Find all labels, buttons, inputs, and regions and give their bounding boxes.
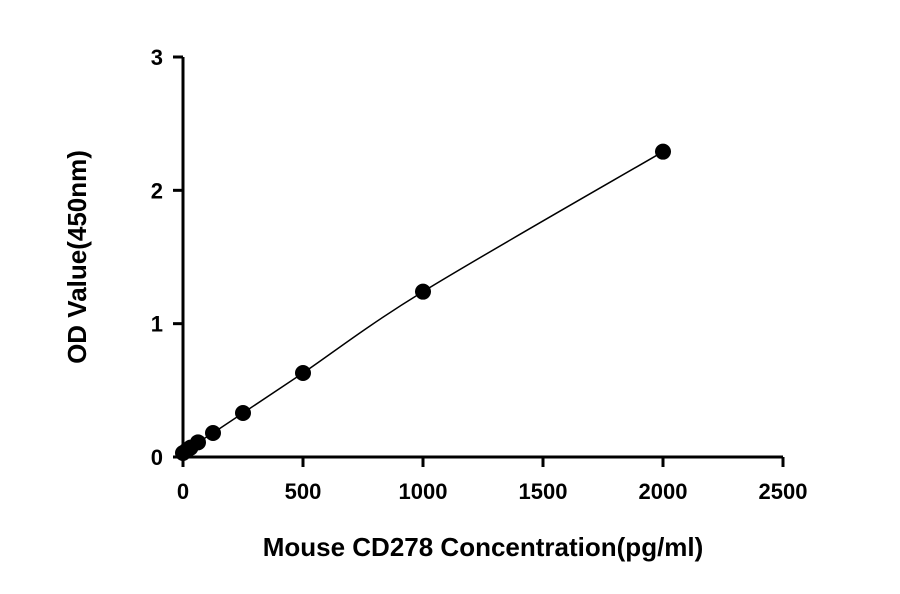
data-point (415, 283, 431, 300)
x-tick-label: 500 (285, 479, 322, 504)
data-point (190, 434, 206, 451)
y-tick-label: 2 (151, 178, 163, 203)
data-point (205, 425, 221, 441)
y-tick-label: 0 (151, 445, 163, 470)
y-tick-label: 1 (151, 312, 163, 337)
x-tick-label: 0 (177, 479, 189, 504)
x-axis-label: Mouse CD278 Concentration(pg/ml) (263, 532, 704, 562)
x-tick-label: 1500 (519, 479, 568, 504)
y-tick-label: 3 (151, 45, 163, 70)
fit-curve (182, 151, 664, 454)
x-tick-label: 2000 (639, 479, 688, 504)
y-axis-label: OD Value(450nm) (62, 150, 92, 364)
data-point (655, 143, 671, 160)
data-point (295, 365, 311, 381)
x-tick-label: 2500 (759, 479, 808, 504)
x-tick-label: 1000 (399, 479, 448, 504)
data-point (235, 405, 251, 421)
